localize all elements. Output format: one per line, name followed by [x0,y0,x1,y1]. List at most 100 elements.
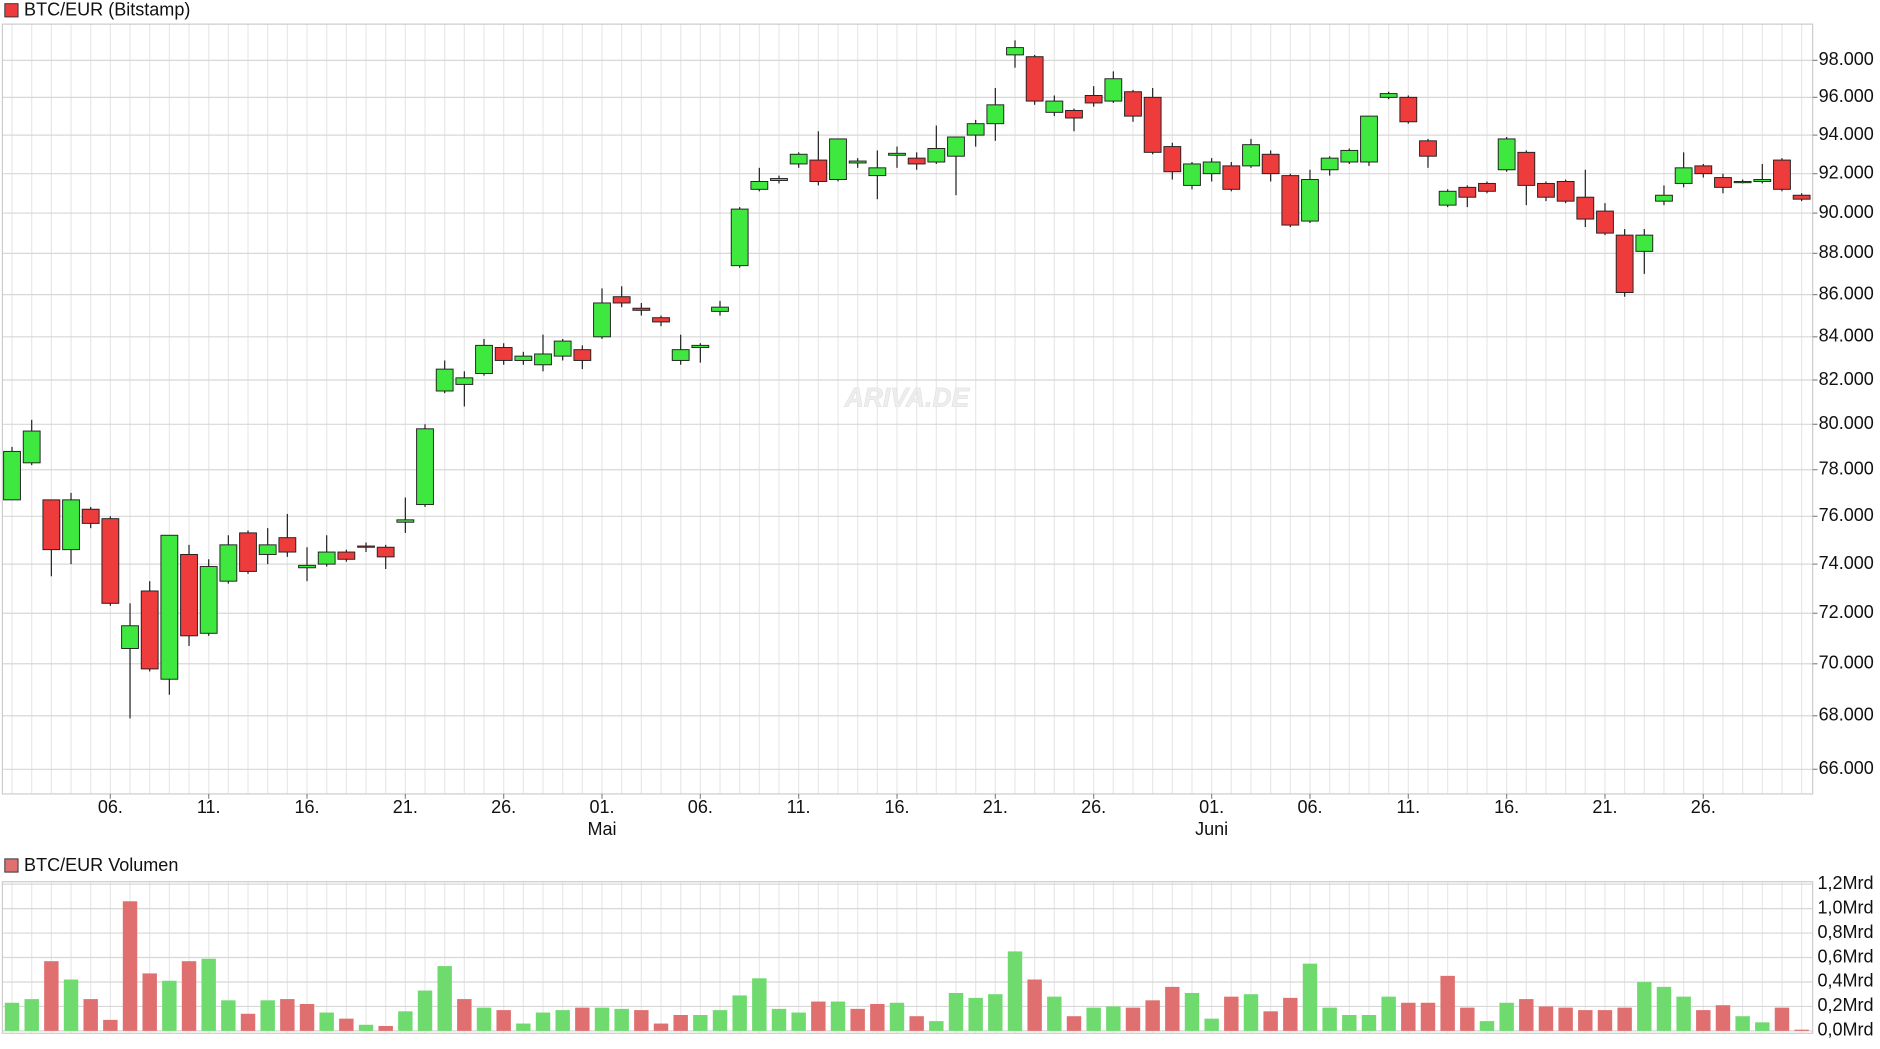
candle-body [101,518,120,604]
volume-bar [535,1012,551,1031]
y-tick-label: 0,6Mrd [1817,946,1873,966]
candle-body [1773,159,1791,190]
volume-bar [673,1014,688,1031]
x-tick-label: 21. [1592,797,1617,817]
volume-bar [1106,1006,1121,1031]
volume-bar [1715,1005,1731,1031]
volume-bar [1755,1022,1770,1031]
volume-bar [24,999,39,1031]
candle-body [416,428,434,506]
y-tick-label: 0,4Mrd [1817,971,1873,991]
volume-bar [1204,1018,1219,1031]
x-tick-label: 06. [1297,797,1322,817]
candle-body [750,180,769,190]
chart-title: BTC/EUR Volumen [24,855,178,875]
candle-body [1340,149,1359,163]
volume-bar [614,1008,629,1031]
y-tick-label: 74.000 [1819,553,1874,573]
candle-body [140,590,159,670]
volume-bar [1224,996,1239,1031]
candle-body [42,499,61,551]
volume-bar [496,1010,511,1031]
candle-body [770,178,788,181]
volume-bar [1027,979,1042,1031]
volume-bar [339,1018,354,1031]
volume-bar [653,1023,669,1031]
volume-bar [1165,986,1180,1031]
volume-bar [575,1007,590,1031]
candle-body [809,159,828,182]
volume-bar [1460,1007,1475,1031]
candle-body [593,302,611,338]
candle-body [966,123,985,136]
candle-body [1419,140,1437,157]
watermark: ARIVA.DE [844,382,971,412]
candle-body [1792,194,1811,200]
volume-bar [1145,1000,1160,1031]
candle-body [1753,179,1772,182]
volume-bar [1479,1021,1495,1031]
candle-body [1458,186,1477,198]
candle-body [789,153,808,165]
volume-bar [280,999,295,1031]
volume-bar [1381,996,1396,1031]
candle-body [671,349,690,361]
y-tick-label: 1,2Mrd [1817,873,1873,893]
volume-bar [1597,1010,1613,1031]
candle-body [711,306,729,312]
x-tick-label: 26. [1081,797,1106,817]
volume-bar [948,992,964,1031]
volume-bar [693,1014,708,1031]
x-tick-label: 11. [197,797,221,817]
volume-bar [1637,981,1652,1031]
month-label: Mai [587,819,616,839]
x-tick-label: 01. [1199,797,1224,817]
candle-body [121,625,139,649]
candle-body [219,544,238,582]
volume-bar [1047,996,1062,1031]
volume-bar [791,1012,806,1031]
volume-bar [1696,1010,1711,1031]
candle-body [317,551,336,565]
volume-bar [358,1024,374,1031]
y-tick-label: 84.000 [1819,326,1874,346]
candle-body [160,534,179,680]
y-tick-label: 0,8Mrd [1817,922,1873,942]
y-tick-label: 94.000 [1819,124,1874,144]
y-tick-label: 0,0Mrd [1817,1020,1873,1040]
candle-body [1025,56,1044,102]
volume-bar [1302,963,1318,1031]
y-tick-label: 66.000 [1819,758,1874,778]
x-tick-label: 26. [491,797,516,817]
candle-body [1045,100,1064,113]
candle-body [1320,157,1339,171]
y-tick-label: 76.000 [1819,505,1874,525]
candle-body [1124,91,1142,117]
candle-body [848,160,867,164]
candle-body [1438,190,1457,206]
candle-body [1635,234,1654,252]
volume-bar [909,1016,924,1031]
candle-body [730,208,749,267]
y-tick-label: 86.000 [1819,283,1874,303]
volume-bar [1263,1011,1278,1031]
x-tick-label: 16. [884,797,909,817]
y-tick-label: 80.000 [1819,413,1874,433]
candle-body [612,296,631,304]
candle-body [652,317,670,323]
volume-bar [44,961,59,1031]
candle-body [3,450,21,501]
volume-bar [1558,1007,1573,1031]
y-tick-label: 72.000 [1819,602,1874,622]
plot-frame [1,881,1814,1034]
volume-bar [1735,1016,1750,1031]
x-tick-label: 16. [294,797,319,817]
volume-bar [476,1007,492,1031]
x-tick-label: 06. [688,797,713,817]
x-tick-label: 21. [983,797,1008,817]
y-tick-label: 78.000 [1819,458,1874,478]
volume-bar [1519,999,1534,1031]
volume-bar [1401,1002,1416,1031]
